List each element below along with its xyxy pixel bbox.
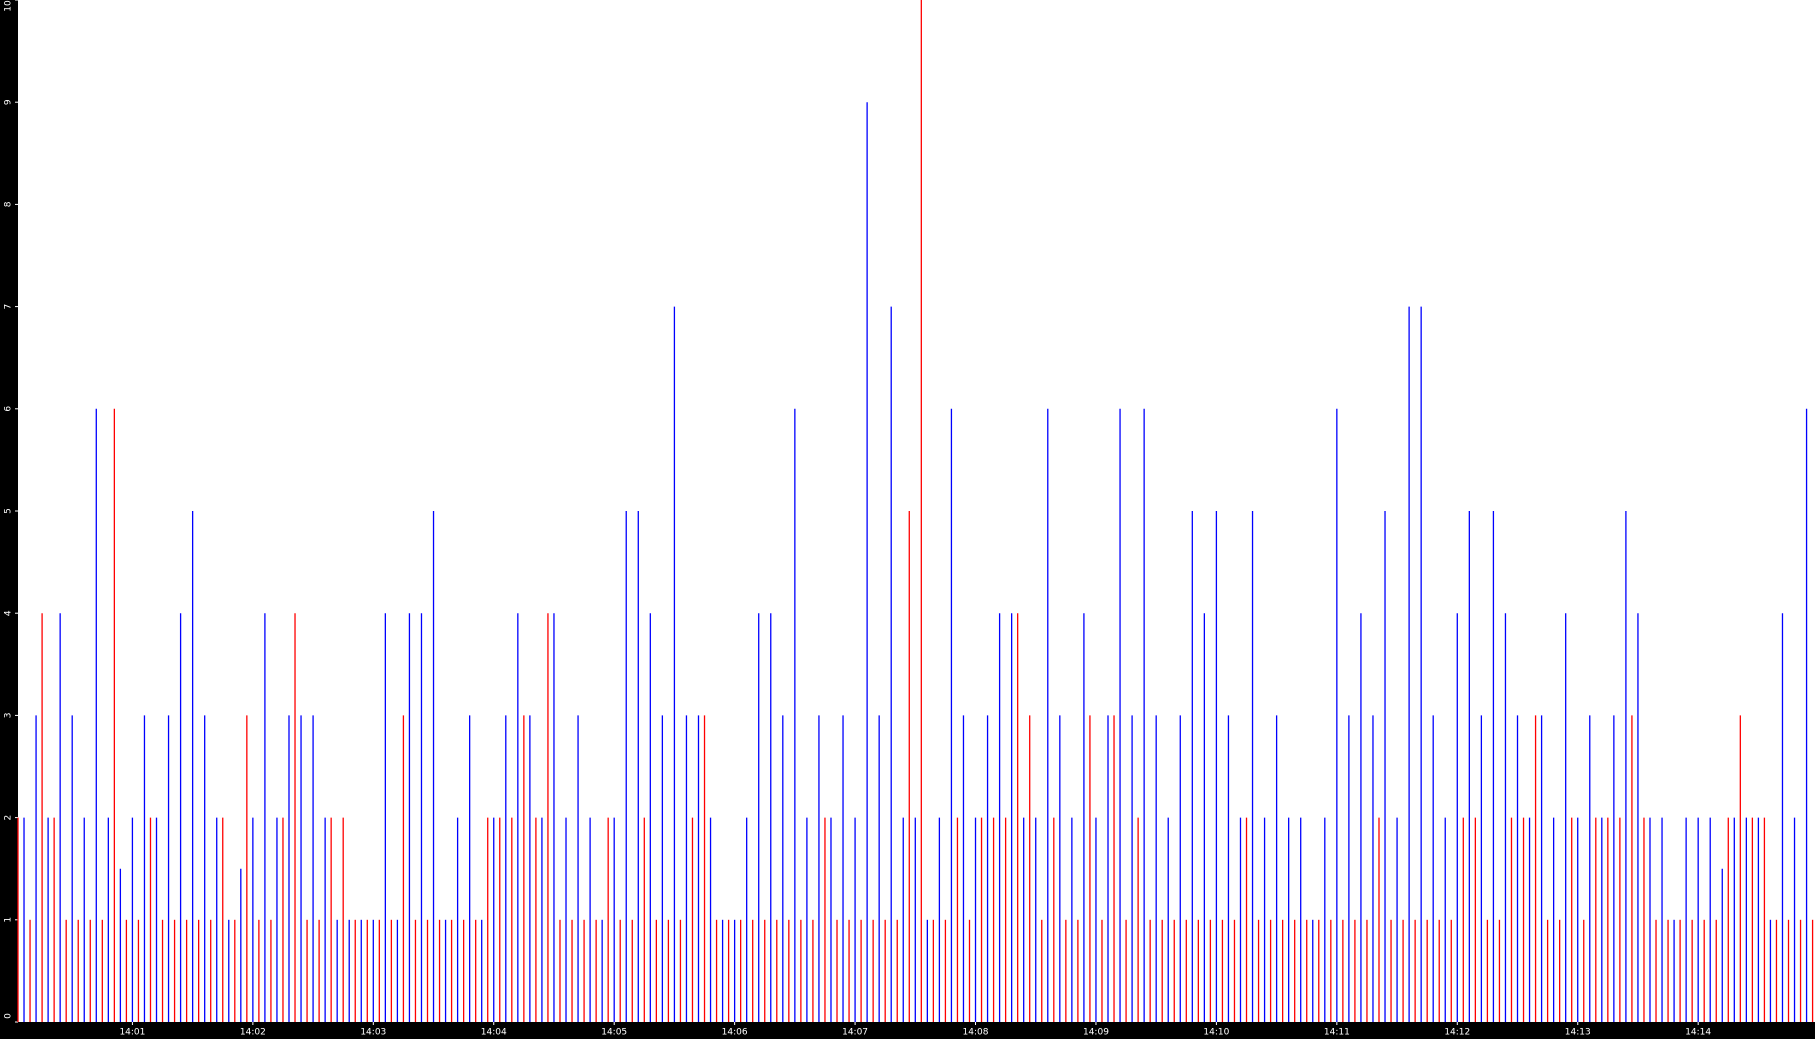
x-tick-label: 14:01 xyxy=(119,1028,145,1038)
x-tick-label: 14:06 xyxy=(722,1028,748,1038)
y-tick-label: 7 xyxy=(4,304,14,310)
x-tick-label: 14:14 xyxy=(1685,1028,1711,1038)
x-tick-label: 14:04 xyxy=(481,1028,507,1038)
x-tick-label: 14:07 xyxy=(842,1028,868,1038)
y-tick-label: 9 xyxy=(4,99,14,105)
y-tick-label: 3 xyxy=(4,713,14,719)
y-tick-label: 5 xyxy=(4,508,14,514)
plot-area xyxy=(18,0,1815,1022)
x-tick-label: 14:02 xyxy=(240,1028,266,1038)
y-tick-label: 1 xyxy=(4,917,14,923)
y-tick-label: 8 xyxy=(4,201,14,207)
x-tick-label: 14:05 xyxy=(601,1028,627,1038)
x-tick-label: 14:03 xyxy=(360,1028,386,1038)
y-tick-label: 0 xyxy=(4,1013,14,1019)
y-tick-label: 2 xyxy=(4,815,14,821)
x-tick-label: 14:11 xyxy=(1324,1028,1350,1038)
y-tick-label: 4 xyxy=(4,610,14,616)
x-tick-label: 14:08 xyxy=(963,1028,989,1038)
x-tick-label: 14:12 xyxy=(1444,1028,1470,1038)
y-tick-label: 10 xyxy=(4,0,14,12)
x-tick-label: 14:10 xyxy=(1203,1028,1229,1038)
y-tick-label: 6 xyxy=(4,406,14,412)
x-tick-label: 14:13 xyxy=(1565,1028,1591,1038)
x-tick-label: 14:09 xyxy=(1083,1028,1109,1038)
